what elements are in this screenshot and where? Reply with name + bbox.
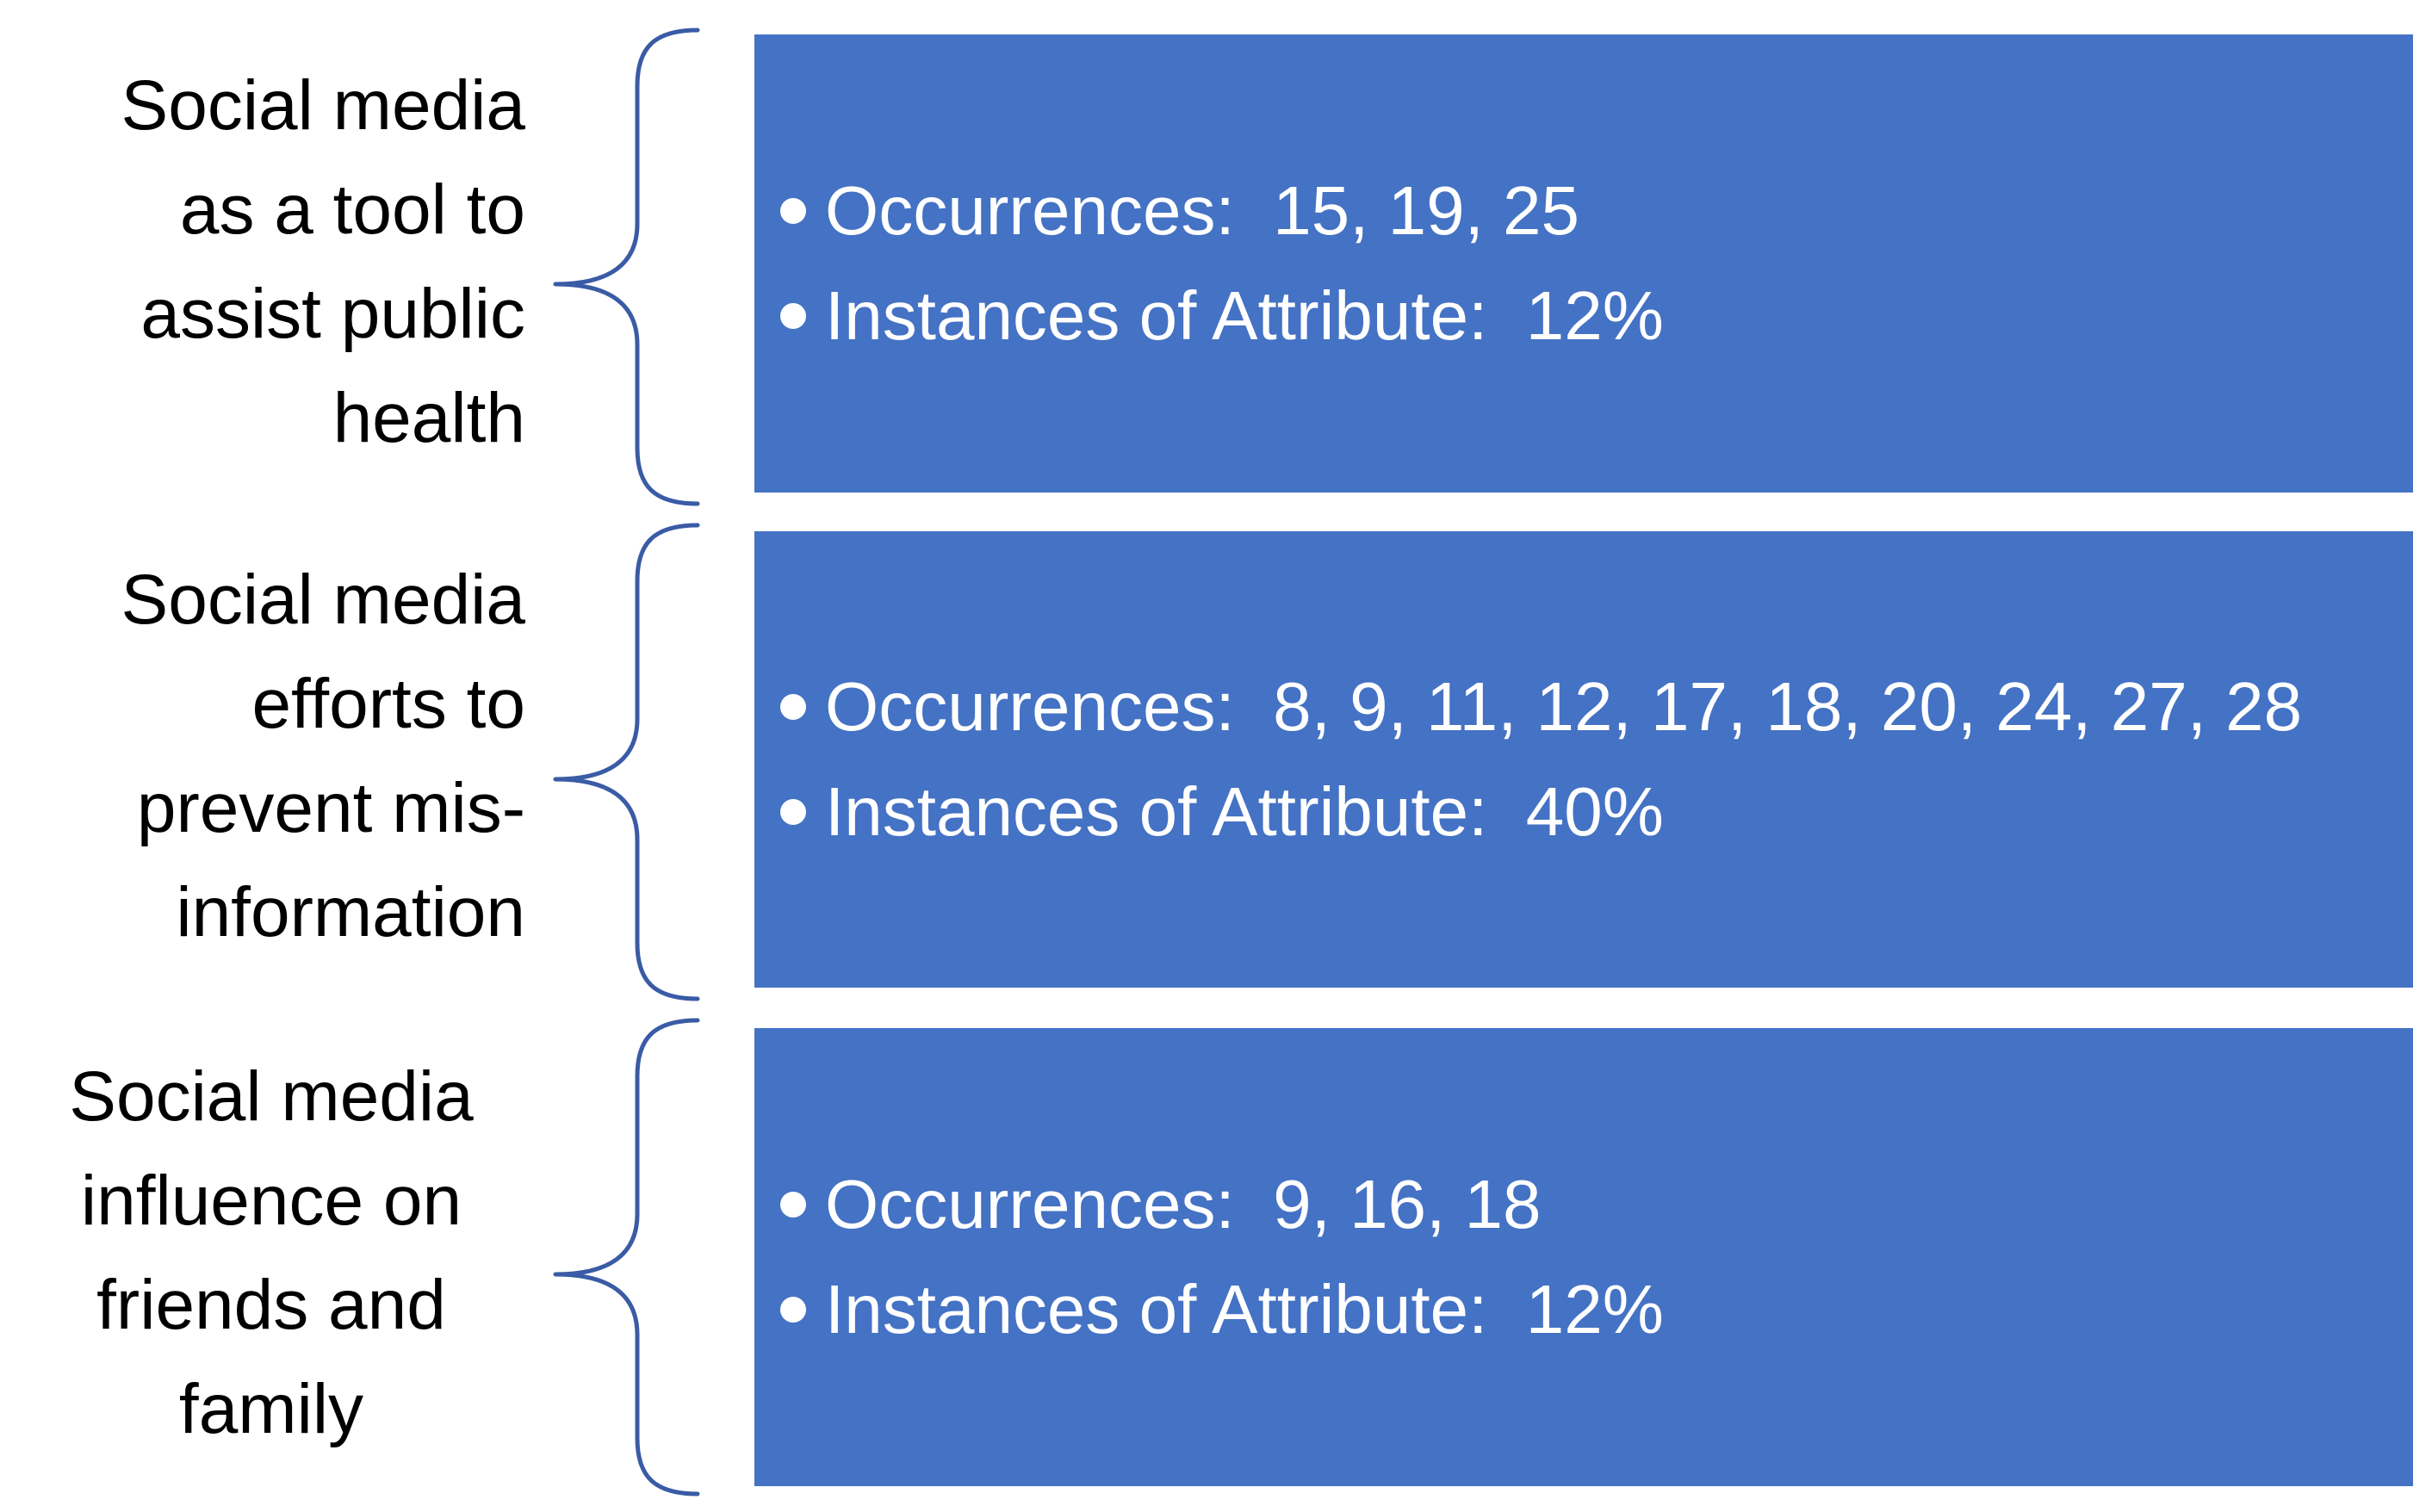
occurrences-label: Occurrences: bbox=[825, 1166, 1274, 1242]
instances-value: 12% bbox=[1525, 1271, 1664, 1348]
attribute-details-box: Occurrences: 9, 16, 18 Instances of Attr… bbox=[754, 1028, 2413, 1486]
bullet-dot-icon bbox=[780, 1297, 806, 1323]
attribute-label-line: Social media bbox=[121, 561, 525, 639]
attribute-label-line: family bbox=[178, 1370, 364, 1448]
instances-item: Instances of Attribute: 12% bbox=[780, 1263, 2379, 1356]
occurrences-value: 8, 9, 11, 12, 17, 18, 20, 24, 27, 28 bbox=[1273, 668, 2303, 745]
attribute-label: Social media influence on friends and fa… bbox=[9, 1044, 534, 1461]
attribute-label-line: information bbox=[176, 873, 525, 951]
occurrences-item: Occurrences: 15, 19, 25 bbox=[780, 164, 2379, 257]
instances-value: 12% bbox=[1525, 277, 1664, 354]
attribute-label-line: influence on bbox=[80, 1162, 462, 1240]
attribute-label-line: efforts to bbox=[251, 665, 525, 743]
attribute-label-line: prevent mis- bbox=[136, 769, 525, 847]
bullet-dot-icon bbox=[780, 799, 806, 825]
curly-brace-icon bbox=[553, 28, 700, 506]
attribute-details-box: Occurrences: 8, 9, 11, 12, 17, 18, 20, 2… bbox=[754, 531, 2413, 988]
bullet-dot-icon bbox=[780, 694, 806, 720]
instances-label: Instances of Attribute: bbox=[825, 277, 1526, 354]
instances-label: Instances of Attribute: bbox=[825, 773, 1526, 850]
attribute-label-line: as a tool to bbox=[179, 170, 525, 249]
attribute-label-line: Social media bbox=[69, 1057, 474, 1136]
curly-brace-icon bbox=[553, 523, 700, 1001]
bullet-dot-icon bbox=[780, 303, 806, 329]
occurrences-label: Occurrences: bbox=[825, 668, 1274, 745]
instances-label: Instances of Attribute: bbox=[825, 1271, 1526, 1348]
attribute-label-line: friends and bbox=[96, 1266, 446, 1344]
attribute-label: Social media efforts to prevent mis- inf… bbox=[17, 548, 525, 964]
attribute-label-line: Social media bbox=[121, 66, 525, 145]
attribute-label-line: assist public bbox=[140, 275, 525, 353]
attribute-label: Social media as a tool to assist public … bbox=[17, 53, 525, 470]
bullet-dot-icon bbox=[780, 1192, 806, 1218]
attribute-details-box: Occurrences: 15, 19, 25 Instances of Att… bbox=[754, 34, 2413, 493]
instances-item: Instances of Attribute: 40% bbox=[780, 765, 2379, 858]
occurrences-item: Occurrences: 8, 9, 11, 12, 17, 18, 20, 2… bbox=[780, 660, 2379, 753]
curly-brace-icon bbox=[553, 1018, 700, 1497]
occurrences-value: 15, 19, 25 bbox=[1273, 172, 1580, 249]
occurrences-label: Occurrences: bbox=[825, 172, 1274, 249]
occurrences-item: Occurrences: 9, 16, 18 bbox=[780, 1158, 2379, 1251]
occurrences-value: 9, 16, 18 bbox=[1273, 1166, 1542, 1242]
instances-value: 40% bbox=[1525, 773, 1664, 850]
attribute-label-line: health bbox=[332, 379, 525, 457]
bullet-dot-icon bbox=[780, 198, 806, 224]
instances-item: Instances of Attribute: 12% bbox=[780, 270, 2379, 363]
